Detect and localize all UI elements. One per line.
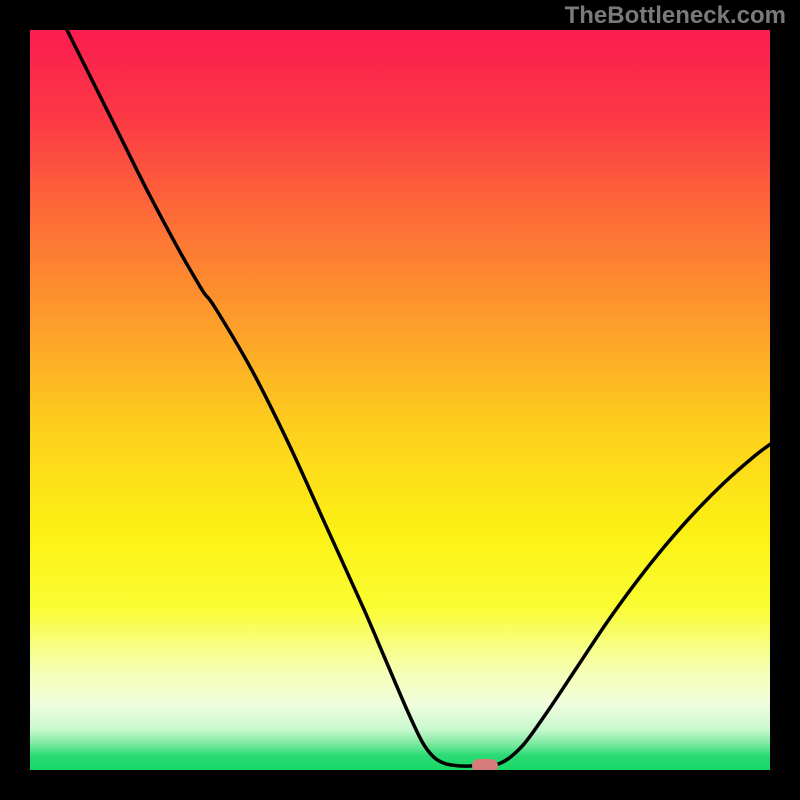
- bottleneck-curve: [67, 30, 770, 766]
- plot-area: [30, 30, 770, 770]
- chart-frame: TheBottleneck.com: [0, 0, 800, 800]
- watermark-text: TheBottleneck.com: [565, 2, 786, 30]
- optimum-marker: [472, 759, 498, 770]
- curve-svg: [30, 30, 770, 770]
